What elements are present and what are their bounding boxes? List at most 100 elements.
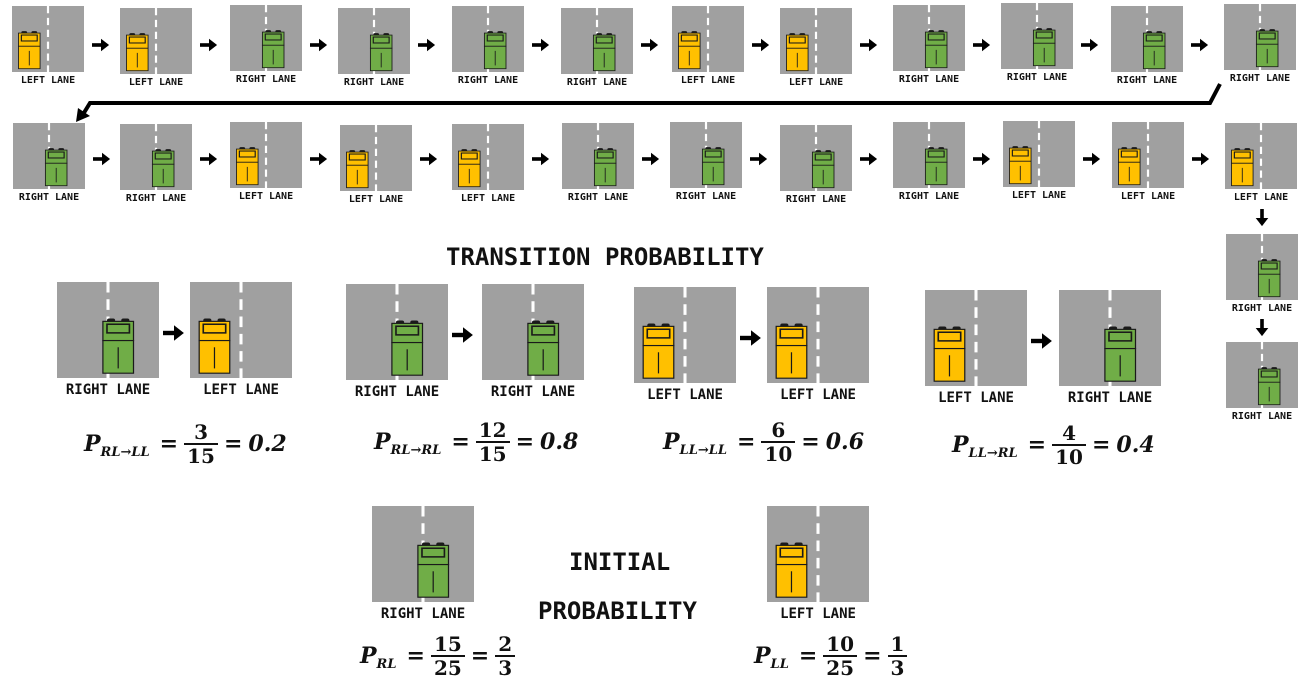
lane-label: LEFT LANE [238,191,294,202]
road-graphic [670,122,742,188]
arrow-right-icon [641,38,659,52]
road-graphic [120,124,192,190]
road-graphic [561,8,633,74]
initial-heading-line1: INITIAL [569,548,671,576]
arrow-right-icon [860,38,878,52]
lane-label: RIGHT LANE [18,192,80,203]
green-car [811,150,835,189]
numerator: 10 [826,632,855,656]
yellow-car [236,147,259,186]
lane-label: RIGHT LANE [1231,411,1293,422]
fraction: 12 15 [475,419,510,465]
road-tile-seq-11: RIGHT LANE [1224,4,1296,84]
green-car [1255,29,1279,68]
arrow-right-icon [532,152,550,166]
road-graphic [1225,123,1297,189]
lane-label: RIGHT LANE [490,384,576,400]
green-car [1142,31,1166,70]
green-car [483,31,507,70]
green-car [151,149,175,188]
lane-label: LEFT LANE [788,77,844,88]
green-car [527,320,560,376]
road-graphic [346,284,448,380]
arrow-right-icon [740,330,761,346]
numerator: 3 [194,420,208,444]
lane-label: RIGHT LANE [343,77,405,88]
denominator: 3 [495,655,516,679]
arrow-right-icon [973,152,991,166]
arrow-right-icon [532,38,550,52]
probability-result: 0.4 [1116,432,1155,458]
road-graphic [1226,234,1298,300]
arrow-right-icon [200,38,218,52]
arrow-right-icon [163,325,184,341]
lane-label: RIGHT LANE [125,193,187,204]
lane-label: RIGHT LANE [380,606,466,622]
formula-rl-ll: P RL→LL = 3 15 = 0.2 [84,421,287,467]
road-graphic [893,5,965,71]
road-tile-seq-13: RIGHT LANE [120,124,192,204]
numerator: 1 [890,632,905,656]
road-graphic [1112,122,1184,188]
formula-ll-rl: P LL→RL = 4 10 = 0.4 [952,422,1155,468]
road-tile-seq-12: RIGHT LANE [13,123,85,203]
green-car [924,147,948,186]
lane-label: RIGHT LANE [1006,72,1068,83]
road-tile-seq-1: LEFT LANE [120,8,192,88]
road-graphic [230,122,302,188]
yellow-car [775,323,808,379]
lane-label: LEFT LANE [1011,190,1067,201]
lane-label: RIGHT LANE [65,382,151,398]
formula-subscript: LL [770,656,789,672]
lane-label: LEFT LANE [680,75,736,86]
arrow-right-icon [973,38,991,52]
green-car [102,318,135,374]
lane-label: RIGHT LANE [898,191,960,202]
lane-label: RIGHT LANE [675,191,737,202]
road-tile-seq-4: RIGHT LANE [452,6,524,86]
lane-label: LEFT LANE [348,194,404,205]
arrow-right-icon [420,152,438,166]
road-graphic [13,123,85,189]
denominator: 25 [430,655,465,679]
road-graphic [1111,6,1183,72]
road-graphic [1001,3,1073,69]
yellow-car [933,326,966,382]
road-graphic [1003,121,1075,187]
lane-label: RIGHT LANE [567,192,629,203]
road-graphic [562,123,634,189]
equals-sign: = [515,429,535,455]
road-graphic [767,287,869,383]
green-car [924,30,948,69]
road-tile-seq-9: RIGHT LANE [1001,3,1073,83]
arrow-right-icon [452,327,473,343]
transition-0-from-road: RIGHT LANE [57,282,159,398]
formula-rl-rl: P RL→RL = 12 15 = 0.8 [374,419,578,465]
lane-label: RIGHT LANE [457,75,519,86]
yellow-car [346,150,369,189]
road-graphic [767,506,869,602]
road-graphic [190,282,292,378]
equals-sign: = [1091,432,1111,458]
lane-label: RIGHT LANE [898,74,960,85]
formula-subscript: LL→LL [679,442,728,458]
yellow-car [18,31,41,70]
numerator: 6 [771,418,786,442]
green-car [261,30,285,69]
fraction: 10 25 [823,632,858,679]
arrow-right-icon [92,38,110,52]
transition-0-to-road: LEFT LANE [190,282,292,398]
transition-1-from-road: RIGHT LANE [346,284,448,400]
denominator: 15 [475,441,510,465]
probability-result: 0.8 [540,429,579,455]
road-graphic [338,8,410,74]
road-tile-seq-18: RIGHT LANE [670,122,742,202]
yellow-car [126,33,149,72]
lane-label: LEFT LANE [647,387,723,403]
lane-label: RIGHT LANE [566,77,628,88]
lane-label: LEFT LANE [460,193,516,204]
road-tile-seq-25: RIGHT LANE [1226,342,1298,422]
lane-label: RIGHT LANE [235,74,297,85]
